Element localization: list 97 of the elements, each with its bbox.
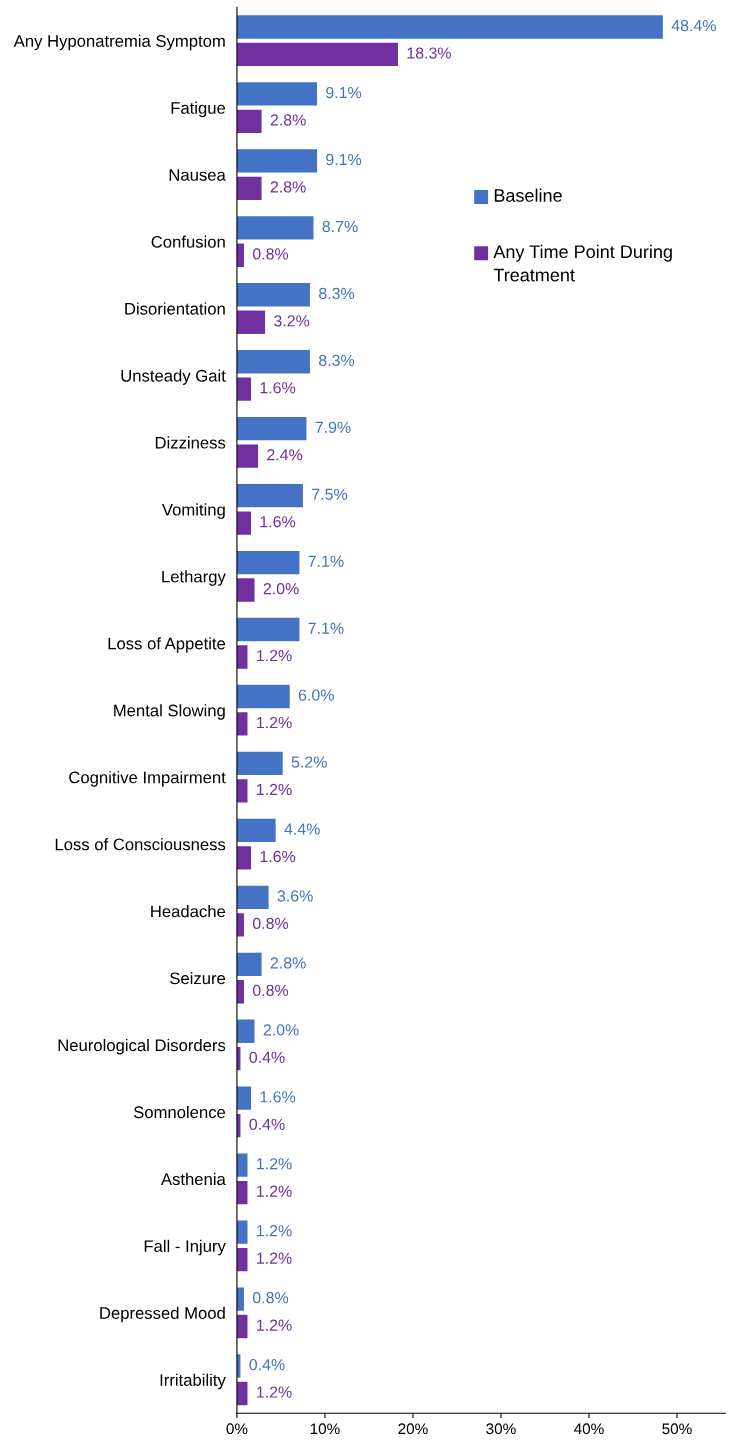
data-label: 1.2% [257, 1386, 292, 1398]
data-label: 8.7% [322, 220, 358, 233]
data-label: 2.0% [263, 583, 299, 595]
data-label: 2.4% [267, 449, 303, 461]
data-label: 8.3% [319, 287, 355, 300]
y-tick-label: Depressed Mood [100, 1306, 225, 1323]
bar [236, 617, 300, 642]
data-label: 1.2% [257, 1185, 292, 1197]
y-tick-label: Any Hyponatremia Symptom [13, 34, 225, 51]
bar [236, 578, 255, 602]
bar [236, 82, 318, 106]
legend-label: Any Time Point During Treatment [493, 244, 672, 282]
y-tick-label: Fatigue [171, 101, 226, 118]
data-label: 0.4% [249, 1051, 285, 1063]
y-tick-label: Neurological Disorders [58, 1038, 226, 1055]
data-label: 7.5% [312, 488, 348, 500]
bar [236, 952, 262, 976]
data-label: 5.2% [291, 756, 327, 768]
data-label: 1.6% [260, 516, 296, 528]
data-label: 4.4% [284, 823, 320, 835]
data-label: 8.3% [319, 354, 355, 367]
y-tick-label: Confusion [151, 235, 225, 248]
bar [236, 109, 262, 134]
bar [236, 818, 276, 843]
data-label: 1.2% [257, 1158, 292, 1170]
x-tick-label: 40% [574, 1423, 604, 1435]
data-label: 1.2% [257, 649, 292, 662]
y-tick-label: Unsteady Gait [121, 369, 226, 385]
y-tick-label: Vomiting [161, 503, 225, 519]
data-label: 9.1% [326, 153, 362, 166]
bar [236, 483, 303, 508]
y-tick-label: Mental Slowing [114, 704, 225, 720]
data-label: 0.8% [252, 1292, 289, 1304]
data-label: 3.2% [274, 315, 310, 327]
bar [236, 1019, 255, 1043]
y-tick-label: Irritability [160, 1373, 226, 1390]
data-label: 0.4% [249, 1358, 285, 1371]
data-label: 7.1% [308, 555, 344, 567]
bar [236, 846, 252, 870]
bar [236, 176, 262, 200]
data-label: 1.2% [257, 716, 292, 729]
y-tick-label: Cognitive Impairment [69, 771, 226, 787]
x-tick-label: 10% [310, 1423, 340, 1435]
bar [236, 377, 252, 401]
data-label: 1.2% [257, 1225, 292, 1237]
data-label: 9.1% [326, 86, 362, 99]
data-label: 18.3% [407, 47, 452, 59]
bar [236, 885, 269, 910]
bar [236, 283, 310, 307]
y-tick-label: Nausea [169, 169, 226, 181]
data-label: 2.8% [270, 114, 306, 126]
y-tick-label: Seizure [170, 971, 226, 985]
y-tick-label: Fall - Injury [144, 1239, 226, 1256]
data-label: 1.2% [257, 783, 292, 796]
y-tick-label: Lethargy [162, 570, 226, 586]
y-tick-label: Headache [151, 905, 226, 918]
y-tick-label: Dizziness [155, 436, 226, 449]
data-label: 6.0% [298, 689, 334, 701]
data-label: 7.9% [315, 421, 351, 433]
bar [236, 751, 283, 776]
data-label: 0.8% [252, 248, 289, 260]
data-label: 1.2% [257, 1252, 292, 1264]
y-tick-label: Loss of Consciousness [55, 838, 226, 851]
data-label: 3.6% [277, 890, 313, 902]
data-label: 1.2% [257, 1319, 292, 1331]
data-label: 0.8% [252, 917, 289, 930]
bar [236, 15, 663, 39]
y-tick-label: Somnolence [133, 1105, 226, 1119]
data-label: 1.6% [260, 850, 296, 863]
legend-label: Baseline [494, 188, 562, 202]
bar [236, 149, 318, 173]
data-label: 0.4% [249, 1118, 285, 1130]
data-label: 2.0% [263, 1024, 299, 1036]
bar [236, 350, 310, 374]
bar [236, 42, 398, 67]
data-label: 2.8% [270, 181, 306, 193]
y-tick-label: Disorientation [125, 302, 225, 315]
x-tick-label: 50% [662, 1423, 692, 1435]
bar [236, 310, 266, 334]
x-tick-label: 20% [398, 1423, 428, 1435]
bar [236, 417, 307, 441]
data-label: 0.8% [252, 984, 289, 997]
bar [236, 550, 300, 575]
bar [236, 1086, 252, 1110]
bar [236, 216, 314, 240]
y-tick-label: Asthenia [160, 1172, 226, 1186]
data-label: 1.6% [260, 382, 296, 394]
bar [236, 511, 252, 535]
data-label: 1.6% [260, 1091, 296, 1103]
x-tick-label: 30% [486, 1423, 516, 1435]
y-tick-label: Loss of Appetite [108, 637, 226, 653]
x-tick-label: 0% [226, 1423, 248, 1435]
bar [236, 444, 259, 468]
data-label: 48.4% [671, 19, 716, 32]
bar [236, 684, 290, 709]
data-label: 7.1% [308, 622, 344, 634]
data-label: 2.8% [270, 957, 306, 969]
